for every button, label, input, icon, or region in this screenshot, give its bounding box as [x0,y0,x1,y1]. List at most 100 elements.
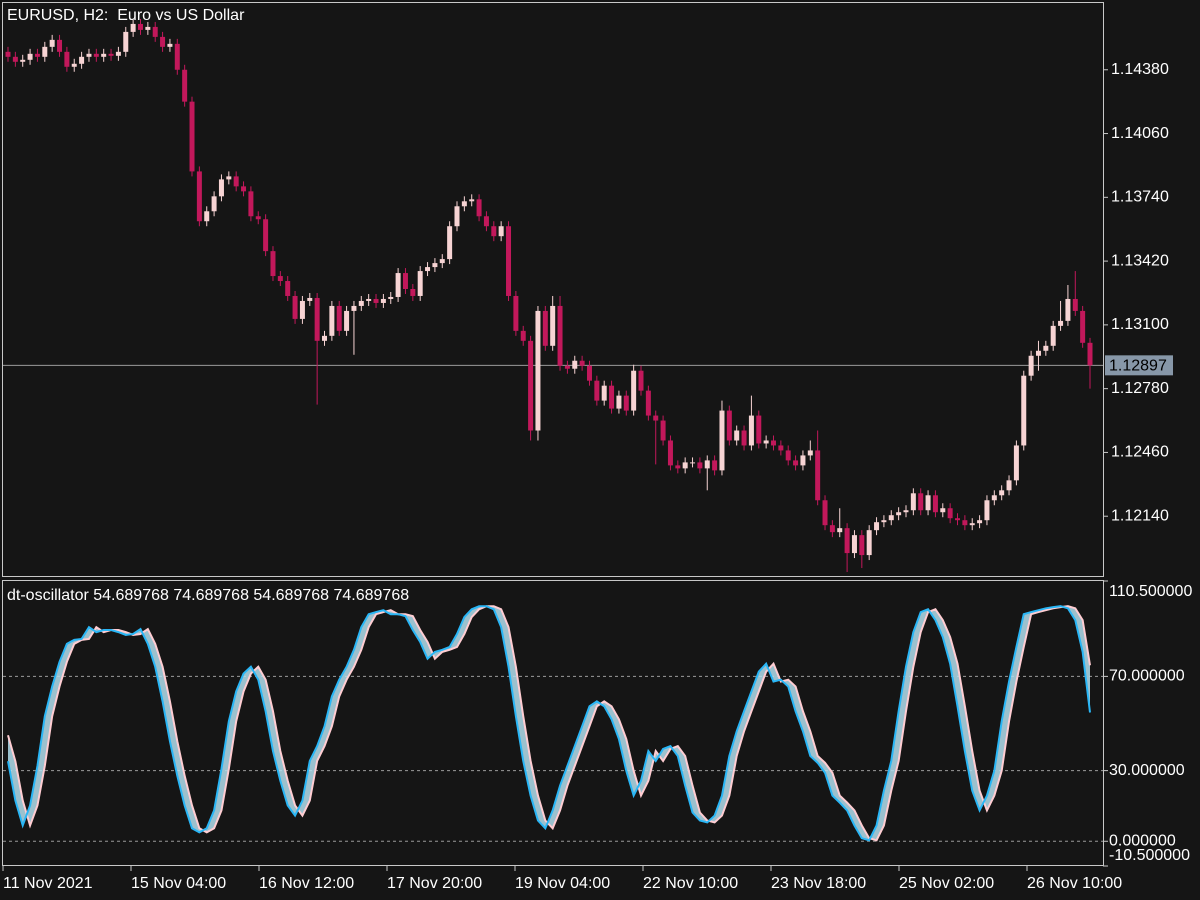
price-panel [2,2,1104,577]
candle-body [940,508,946,513]
candle-body [579,360,585,366]
candle-body [417,271,423,296]
candle-body [645,390,651,416]
candle-body [241,186,247,192]
candle-body [432,263,438,268]
candle-body [137,23,143,30]
candle-body [189,101,195,172]
candle-body [160,36,166,47]
candle-body [785,450,791,461]
candle-body [299,300,305,319]
candle-body [211,196,217,212]
candle-body [991,495,997,501]
candle-body [925,495,931,511]
candle-body [366,298,372,301]
candle-body [49,39,55,47]
candle-body [152,26,158,37]
candle-body [439,259,445,264]
candle-body [1080,310,1086,343]
candle-body [623,395,629,411]
candle-body [550,305,556,346]
candle-body [358,300,364,306]
candle-body [483,216,489,227]
candle-body [1035,350,1041,356]
candle-body [822,500,828,526]
candle-body [1087,342,1093,366]
candle-body [564,365,570,369]
x-tick-label: 17 Nov 20:00 [387,875,482,892]
candle-body [999,490,1005,496]
candle-body [690,462,696,464]
y-tick-label: 1.13100 [1111,316,1169,333]
candle-body [1065,298,1071,321]
candle-body [1072,298,1078,311]
candle-body [815,450,821,501]
candle-body [491,226,497,237]
x-tick-label: 23 Nov 18:00 [771,875,866,892]
candle-body [660,420,666,441]
candle-body [874,522,880,531]
y-tick-label: 1.12460 [1111,444,1169,461]
candle-body [829,525,835,533]
y-tick-label: 1.12780 [1111,380,1169,397]
x-tick-label: 25 Nov 02:00 [899,875,994,892]
candle-body [344,310,350,331]
candle-body [955,518,961,521]
candle-body [1028,355,1034,376]
candle-body [763,440,769,444]
candle-body [351,305,357,311]
candle-body [756,415,762,444]
current-price-label: 1.12897 [1109,358,1167,375]
candle-body [469,199,475,202]
oscillator-line [7,605,1091,842]
candle-body [800,455,806,466]
candle-body [734,430,740,441]
candle-body [476,199,482,217]
current-price-box [1105,355,1173,376]
y-tick-label: 1.14380 [1111,61,1169,78]
candle-body [726,410,732,441]
candle-body [594,380,600,401]
candle-body [653,415,659,421]
candle-body [557,305,563,366]
candle-body [447,226,453,260]
candle-body [402,273,408,290]
y-tick-label: 1.14060 [1111,125,1169,142]
candle-body [226,176,232,180]
candle-body [410,289,416,296]
candle-body [336,305,342,331]
candle-body [520,330,526,341]
y-tick-label: 0.000000 [1109,832,1176,849]
y-tick-label: 30.000000 [1109,762,1185,779]
candle-body [167,43,173,47]
candle-body [675,465,681,469]
candle-body [866,530,872,556]
y-tick-label: 1.12140 [1111,507,1169,524]
candle-body [682,462,688,469]
candle-body [182,69,188,102]
candle-body [586,365,592,381]
candle-body [461,201,467,207]
candle-body [93,53,99,57]
candle-body [233,176,239,187]
candle-body [712,460,718,471]
y-tick-label: 1.13420 [1111,252,1169,269]
x-tick-label: 22 Nov 10:00 [643,875,738,892]
candle-body [115,51,121,56]
candle-body [542,310,548,346]
candle-body [667,440,673,466]
candle-body [248,191,254,217]
candle-body [86,53,92,57]
candle-body [454,206,460,227]
candle-body [380,298,386,303]
candle-body [807,450,813,456]
oscillator-line [7,605,1091,842]
candle-body [79,56,85,64]
candle-body [373,298,379,303]
candle-body [888,515,894,521]
y-tick-label: 1.13740 [1111,189,1169,206]
candle-body [174,43,180,70]
candle-body [770,440,776,446]
candle-body [719,410,725,471]
candle-body [388,296,394,299]
